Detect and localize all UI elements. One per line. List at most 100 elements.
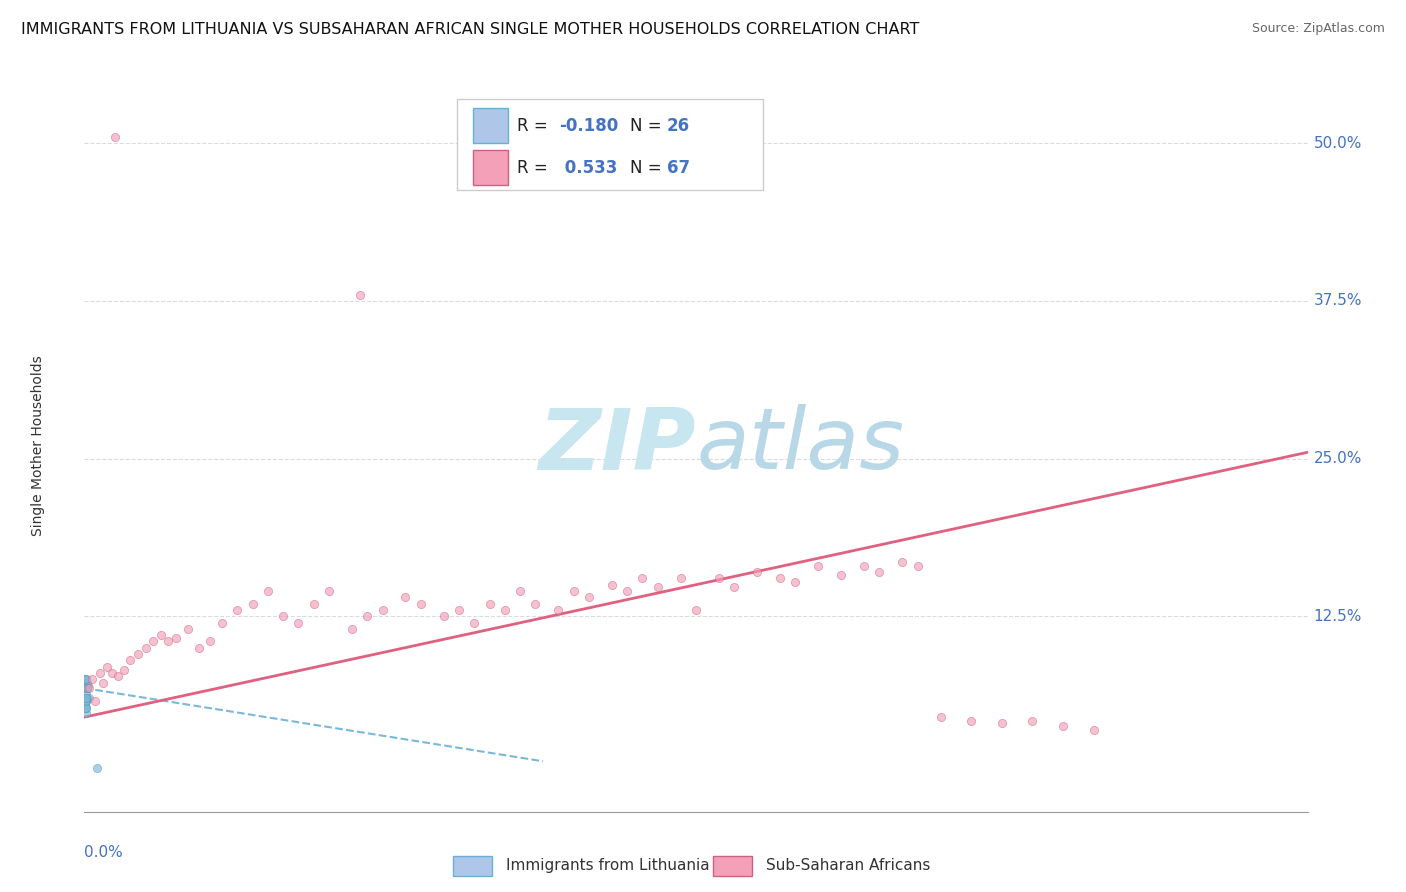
Text: 67: 67 [666,159,690,177]
Point [1021,714,1043,728]
Point [76,681,98,695]
Point [747,565,769,579]
FancyBboxPatch shape [457,99,763,190]
Point [77,681,100,695]
Point [578,591,600,605]
Text: 0.0%: 0.0% [84,845,124,860]
Point [84,694,107,708]
Point [340,622,363,636]
Point [76,681,98,695]
Point [830,567,852,582]
Point [226,603,249,617]
Point [75,673,97,687]
Point [447,603,470,617]
Point [112,664,135,678]
Point [101,665,124,680]
Point [1083,723,1105,737]
Point [76,681,98,695]
FancyBboxPatch shape [474,150,508,186]
Point [960,714,983,728]
Point [723,580,745,594]
Text: 37.5%: 37.5% [1313,293,1362,309]
Point [96,659,118,673]
Text: N =: N = [630,117,666,135]
Point [929,710,952,724]
Point [75,681,97,695]
Text: R =: R = [517,117,554,135]
Point [77,691,100,706]
Text: 26: 26 [666,117,690,135]
Point [76,691,98,706]
Text: -0.180: -0.180 [560,117,619,135]
Point [75,694,97,708]
Text: 50.0%: 50.0% [1313,136,1362,151]
Point [75,701,97,715]
Point [135,640,157,655]
Point [991,716,1014,731]
Point [75,691,97,706]
Text: IMMIGRANTS FROM LITHUANIA VS SUBSAHARAN AFRICAN SINGLE MOTHER HOUSEHOLDS CORRELA: IMMIGRANTS FROM LITHUANIA VS SUBSAHARAN … [21,22,920,37]
Text: Immigrants from Lithuania: Immigrants from Lithuania [506,858,710,872]
Text: atlas: atlas [696,404,904,488]
Point [188,640,211,655]
Point [89,665,111,680]
Point [524,597,547,611]
Point [76,681,98,695]
Text: Sub-Saharan Africans: Sub-Saharan Africans [766,858,931,872]
Point [494,603,516,617]
Point [271,609,294,624]
Point [75,701,97,715]
Point [302,597,325,611]
Point [120,653,142,667]
Point [77,679,100,693]
Point [807,558,830,573]
Point [242,597,264,611]
Point [371,603,394,617]
Point [75,673,97,687]
Point [198,634,221,648]
Point [631,571,654,585]
Point [433,609,456,624]
Point [127,647,149,661]
Point [562,584,585,599]
Point [616,584,638,599]
Point [86,761,108,775]
Point [104,130,127,145]
Text: Single Mother Households: Single Mother Households [31,356,45,536]
Point [907,558,929,573]
Point [91,676,114,690]
Point [647,580,669,594]
Point [211,615,233,630]
Point [257,584,280,599]
Point [75,701,97,715]
Point [707,571,730,585]
Point [318,584,340,599]
Text: 0.533: 0.533 [560,159,617,177]
Point [463,615,485,630]
Point [669,571,692,585]
Point [75,706,97,721]
Point [75,673,97,687]
Point [349,287,371,301]
Point [149,628,172,642]
Point [75,698,97,712]
Point [75,691,97,706]
Point [177,622,200,636]
Point [853,558,876,573]
Text: ZIP: ZIP [538,404,696,488]
Text: Source: ZipAtlas.com: Source: ZipAtlas.com [1251,22,1385,36]
Point [75,694,97,708]
Point [80,673,103,687]
Point [547,603,569,617]
Text: N =: N = [630,159,666,177]
Point [75,694,97,708]
Point [891,555,914,569]
FancyBboxPatch shape [474,108,508,144]
Point [869,565,891,579]
Point [600,578,623,592]
Point [685,603,707,617]
Point [142,634,165,648]
Point [509,584,531,599]
Point [356,609,378,624]
Point [785,575,807,590]
